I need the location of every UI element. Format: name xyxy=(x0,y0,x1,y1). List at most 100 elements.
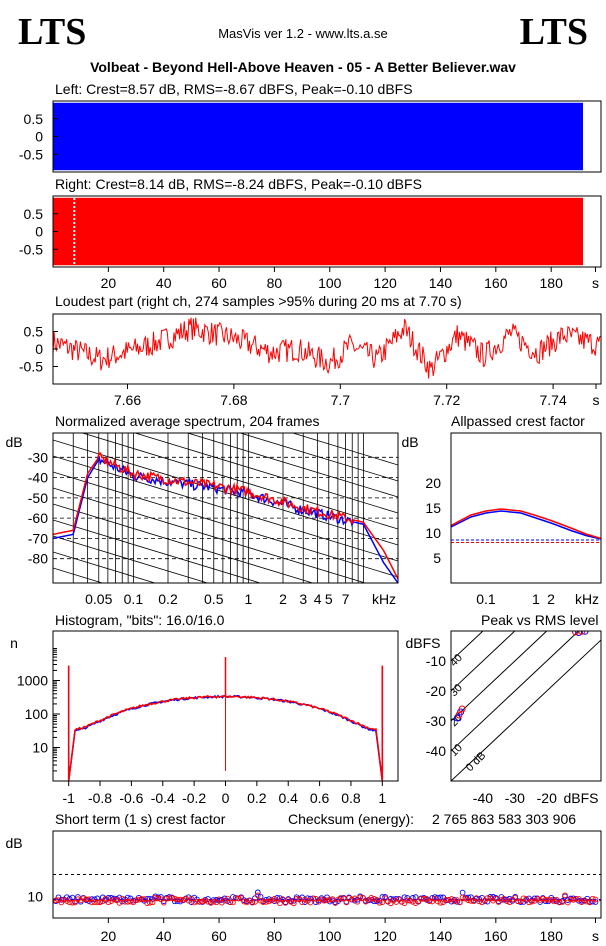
short-term-right-point xyxy=(135,896,142,903)
right-frame xyxy=(52,195,602,268)
spectrum-slope-line xyxy=(53,471,398,578)
short-term-right-point xyxy=(288,898,294,905)
short-term-right-point xyxy=(61,897,67,903)
short-term-right-point xyxy=(556,899,563,906)
spectrum-ylabel: dB xyxy=(5,434,22,450)
short-term-left-point xyxy=(230,894,236,900)
short-term-right-point xyxy=(512,895,519,901)
short-term-right-point xyxy=(520,895,527,902)
short-term-right-point xyxy=(224,895,231,902)
short-term-left-point xyxy=(437,894,444,901)
peak-rms-title: Peak vs RMS level xyxy=(481,612,599,628)
short-term-right-point xyxy=(66,899,73,906)
short-term-right-point xyxy=(534,895,541,902)
short-term-right-point xyxy=(194,898,200,905)
short-term-right-point xyxy=(75,896,81,903)
peak-rms-ytick-label: -40 xyxy=(426,743,446,759)
short-term-left-point xyxy=(432,894,438,900)
short-term-right-point xyxy=(138,896,145,902)
spectrum-xtick-label: 7 xyxy=(342,591,350,607)
short-term-right-point xyxy=(166,895,173,901)
right-waveform-area xyxy=(53,197,583,266)
short-term-right-point xyxy=(158,896,164,903)
spectrum-xtick-label: 5 xyxy=(325,591,333,607)
short-term-right-point xyxy=(196,898,203,905)
spectrum-xtick-label: 3 xyxy=(299,591,307,607)
short-term-right-point xyxy=(371,895,377,902)
short-term-right-point xyxy=(268,897,275,904)
short-term-right-point xyxy=(230,899,236,906)
lts-logo-left: LTS xyxy=(18,11,87,53)
spectrum-xtick-label: 0.2 xyxy=(158,591,178,607)
short-term-right-point xyxy=(479,899,485,906)
short-term-ytick-label: 10 xyxy=(27,888,43,904)
peak-rms-xtick-label: -40 xyxy=(473,790,493,806)
short-term-left-point xyxy=(185,894,192,901)
short-term-right-point xyxy=(537,897,543,903)
short-term-left-point xyxy=(351,897,358,904)
spectrum-xtick-label: 0.05 xyxy=(85,591,112,607)
loudest-xtick-label: s xyxy=(593,392,600,408)
peak-rms-ytick-label: -10 xyxy=(426,653,446,669)
histogram-xtick-label: -0.8 xyxy=(88,790,112,806)
peak-rms-ytick-label: -30 xyxy=(426,713,446,729)
short-term-left-point xyxy=(213,897,220,903)
short-term-right-point xyxy=(163,895,170,902)
short-term-right-point xyxy=(155,895,162,902)
peak-rms-right-point xyxy=(458,705,466,713)
loudest-xtick-label: 7.7 xyxy=(331,392,351,408)
short-term-right-point xyxy=(587,899,593,906)
short-term-right-point xyxy=(340,895,347,902)
allpass-xtick-label: 0.1 xyxy=(476,591,496,607)
short-term-right-point xyxy=(141,896,148,902)
short-term-right-point xyxy=(376,899,383,906)
short-term-right-point xyxy=(102,895,109,902)
left-channel-title: Left: Crest=8.57 dB, RMS=-8.67 dBFS, Pea… xyxy=(55,81,413,97)
short-term-right-point xyxy=(238,895,245,901)
spectrum-right-line xyxy=(53,452,398,580)
short-term-right-point xyxy=(293,896,300,902)
short-term-right-point xyxy=(210,898,217,905)
short-term-left-point xyxy=(257,893,264,900)
short-term-left-point xyxy=(487,894,494,900)
short-term-right-point xyxy=(241,898,247,905)
spectrum-slope-line xyxy=(133,433,398,514)
short-term-right-point xyxy=(326,896,333,903)
short-term-right-point xyxy=(160,899,167,906)
allpass-xtick-label: 1 xyxy=(532,591,540,607)
short-term-right-point xyxy=(108,898,114,904)
short-term-right-point xyxy=(324,897,330,904)
peak-rms-diagonal xyxy=(451,639,601,781)
peak-rms-right-point xyxy=(455,711,463,719)
short-term-left-point xyxy=(551,896,557,903)
allpass-frame xyxy=(450,432,602,584)
short-term-right-point xyxy=(462,895,469,902)
spectrum-xtick-label: 1 xyxy=(244,591,252,607)
short-term-right-point xyxy=(382,895,388,902)
short-term-right-point xyxy=(202,897,209,904)
allpass-ylabel: dB xyxy=(401,434,418,450)
short-term-right-point xyxy=(459,894,466,901)
right-xtick-label: 40 xyxy=(156,275,172,291)
short-term-right-point xyxy=(421,896,427,902)
spectrum-slope-line xyxy=(186,433,398,498)
left-ytick-label: -0.5 xyxy=(19,146,43,162)
short-term-frame xyxy=(52,830,602,919)
short-term-left-point xyxy=(401,894,408,901)
spectrum-slope-line xyxy=(53,551,157,583)
short-term-left-point xyxy=(124,894,131,901)
short-term-right-point xyxy=(232,895,239,901)
short-term-right-point xyxy=(304,898,311,904)
short-term-right-point xyxy=(573,896,579,902)
short-term-right-point xyxy=(329,896,336,902)
short-term-right-point xyxy=(434,898,441,905)
spectrum-xtick-label: 0.5 xyxy=(204,591,224,607)
spectrum-title: Normalized average spectrum, 204 frames xyxy=(55,413,320,429)
short-term-xtick-label: 160 xyxy=(484,928,508,944)
loudest-xtick-label: 7.68 xyxy=(220,392,247,408)
short-term-right-point xyxy=(174,896,181,903)
allpass-ytick-label: 15 xyxy=(425,500,441,516)
allpass-xtick-label: kHz xyxy=(575,591,599,607)
